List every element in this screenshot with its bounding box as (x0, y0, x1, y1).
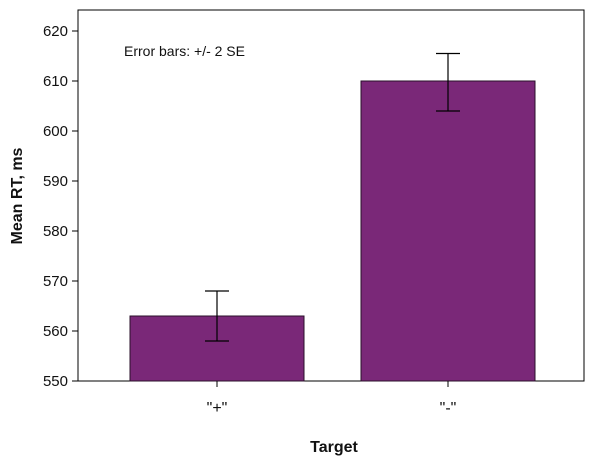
error-bars-group (205, 52, 460, 342)
x-tick-label: "-" (440, 400, 457, 417)
y-tick-label: 560 (43, 323, 68, 340)
y-tick-label: 620 (43, 23, 68, 40)
bar (360, 80, 536, 382)
y-tick-label: 600 (43, 123, 68, 140)
y-axis-ticks: 550 560 570 580 590 600 610 620 (43, 23, 78, 390)
y-tick-label: 570 (43, 273, 68, 290)
x-tick-label: "+" (207, 400, 228, 417)
error-bars-note: Error bars: +/- 2 SE (124, 43, 245, 59)
x-axis-title: Target (310, 439, 358, 456)
y-tick-label: 590 (43, 173, 68, 190)
y-tick-label: 580 (43, 223, 68, 240)
y-axis-title: Mean RT, ms (9, 147, 26, 244)
y-tick-label: 550 (43, 373, 68, 390)
x-axis-labels: "+" "-" (207, 381, 457, 417)
y-tick-label: 610 (43, 73, 68, 90)
